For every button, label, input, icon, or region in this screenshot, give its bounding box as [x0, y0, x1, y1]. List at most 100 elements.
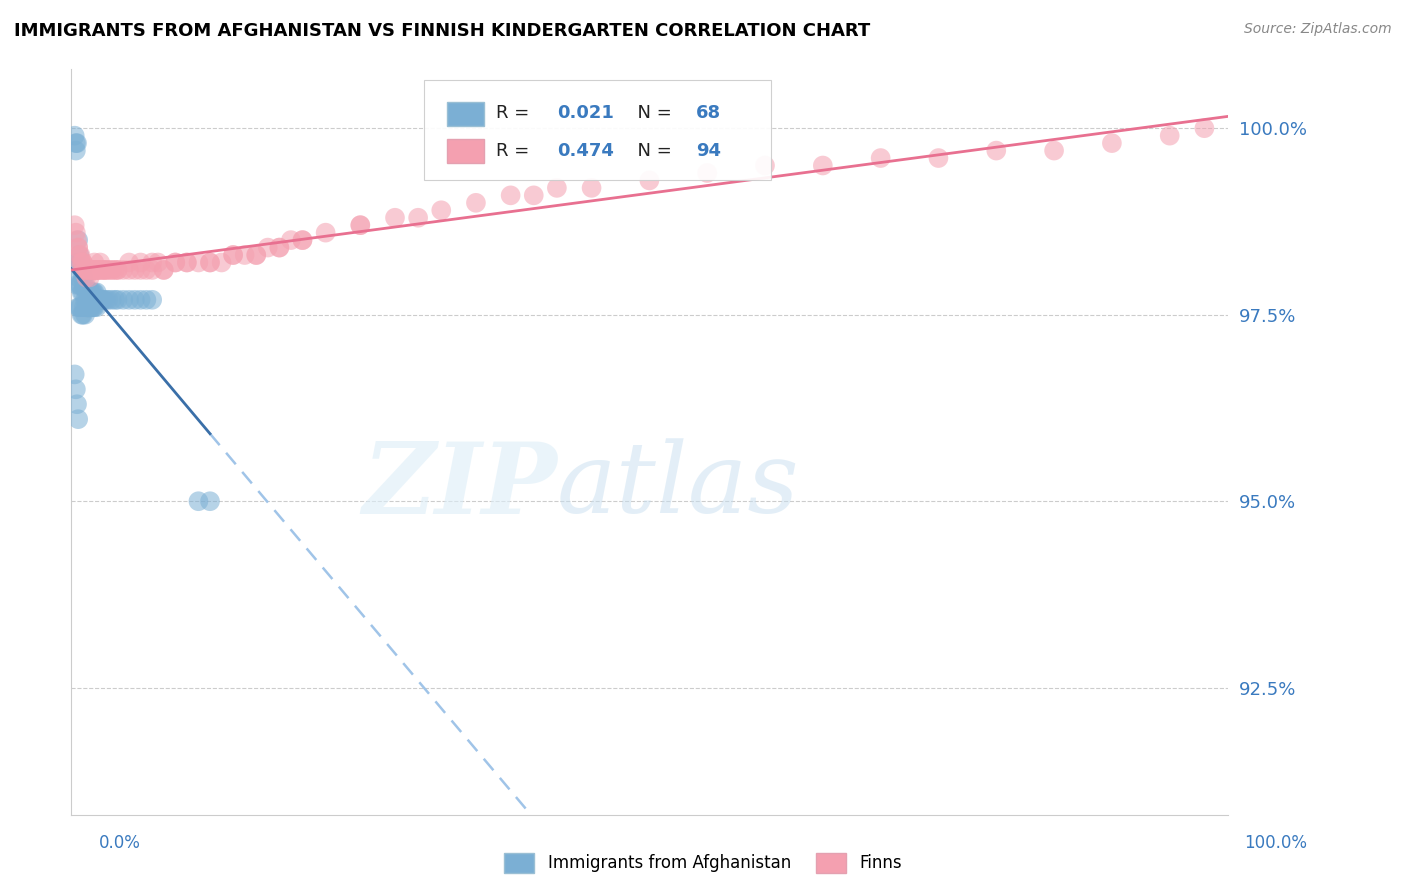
- Point: [69, 255, 91, 269]
- Point: [118, 263, 141, 277]
- Point: [245, 248, 267, 262]
- Point: [124, 293, 146, 307]
- Point: [384, 211, 406, 225]
- Point: [65, 226, 87, 240]
- Point: [75, 308, 97, 322]
- Point: [90, 293, 112, 307]
- Point: [638, 173, 661, 187]
- Point: [1043, 144, 1066, 158]
- Point: [79, 285, 101, 300]
- Point: [927, 151, 949, 165]
- Text: 0.0%: 0.0%: [98, 834, 141, 852]
- Point: [754, 159, 776, 173]
- Point: [135, 263, 157, 277]
- Point: [118, 255, 141, 269]
- Text: 68: 68: [696, 104, 721, 122]
- Point: [291, 233, 314, 247]
- Text: 0.474: 0.474: [557, 142, 614, 160]
- Point: [82, 285, 104, 300]
- Point: [69, 255, 91, 269]
- Point: [67, 241, 90, 255]
- Point: [986, 144, 1008, 158]
- Point: [129, 255, 152, 269]
- Text: IMMIGRANTS FROM AFGHANISTAN VS FINNISH KINDERGARTEN CORRELATION CHART: IMMIGRANTS FROM AFGHANISTAN VS FINNISH K…: [14, 22, 870, 40]
- Point: [93, 293, 115, 307]
- Point: [72, 270, 94, 285]
- Point: [129, 263, 152, 277]
- Text: N =: N =: [626, 142, 678, 160]
- Point: [406, 211, 429, 225]
- Point: [198, 255, 221, 269]
- Point: [82, 263, 104, 277]
- Text: Source: ZipAtlas.com: Source: ZipAtlas.com: [1244, 22, 1392, 37]
- Point: [72, 308, 94, 322]
- Point: [65, 144, 87, 158]
- Point: [94, 263, 117, 277]
- Point: [69, 248, 91, 262]
- Point: [67, 412, 90, 426]
- Point: [90, 263, 112, 277]
- Point: [77, 285, 100, 300]
- Point: [349, 218, 371, 232]
- Point: [75, 300, 97, 314]
- Point: [165, 255, 187, 269]
- Point: [112, 263, 135, 277]
- Point: [97, 293, 120, 307]
- Point: [63, 128, 86, 143]
- Point: [89, 255, 111, 269]
- Point: [75, 263, 97, 277]
- Point: [87, 293, 110, 307]
- Point: [70, 255, 93, 269]
- Point: [80, 263, 103, 277]
- Point: [91, 263, 114, 277]
- Point: [84, 293, 107, 307]
- Point: [256, 241, 278, 255]
- Point: [77, 300, 100, 314]
- Point: [97, 263, 120, 277]
- Point: [86, 263, 108, 277]
- Point: [211, 255, 233, 269]
- Point: [280, 233, 302, 247]
- Point: [100, 263, 122, 277]
- Point: [66, 233, 89, 247]
- Point: [91, 293, 114, 307]
- Point: [1159, 128, 1181, 143]
- Point: [67, 300, 90, 314]
- Point: [430, 203, 453, 218]
- Point: [67, 277, 90, 292]
- Point: [146, 255, 169, 269]
- Text: N =: N =: [626, 104, 678, 122]
- Point: [70, 308, 93, 322]
- Point: [222, 248, 245, 262]
- FancyBboxPatch shape: [447, 102, 484, 126]
- Point: [67, 241, 90, 255]
- Point: [82, 300, 104, 314]
- Text: 100.0%: 100.0%: [1244, 834, 1308, 852]
- Point: [63, 368, 86, 382]
- Point: [107, 263, 129, 277]
- Point: [73, 263, 96, 277]
- Point: [72, 255, 94, 269]
- Point: [499, 188, 522, 202]
- Point: [69, 300, 91, 314]
- Point: [80, 263, 103, 277]
- Point: [73, 277, 96, 292]
- Point: [66, 277, 89, 292]
- Point: [176, 255, 198, 269]
- Point: [104, 293, 127, 307]
- Text: ZIP: ZIP: [361, 438, 557, 534]
- Point: [107, 293, 129, 307]
- Point: [141, 263, 163, 277]
- Text: R =: R =: [495, 104, 534, 122]
- FancyBboxPatch shape: [423, 79, 770, 180]
- Point: [67, 248, 90, 262]
- Point: [129, 293, 152, 307]
- Point: [66, 397, 89, 411]
- Point: [80, 285, 103, 300]
- Point: [315, 226, 337, 240]
- Point: [83, 255, 105, 269]
- Point: [75, 270, 97, 285]
- Point: [152, 263, 174, 277]
- Point: [811, 159, 834, 173]
- Point: [135, 293, 157, 307]
